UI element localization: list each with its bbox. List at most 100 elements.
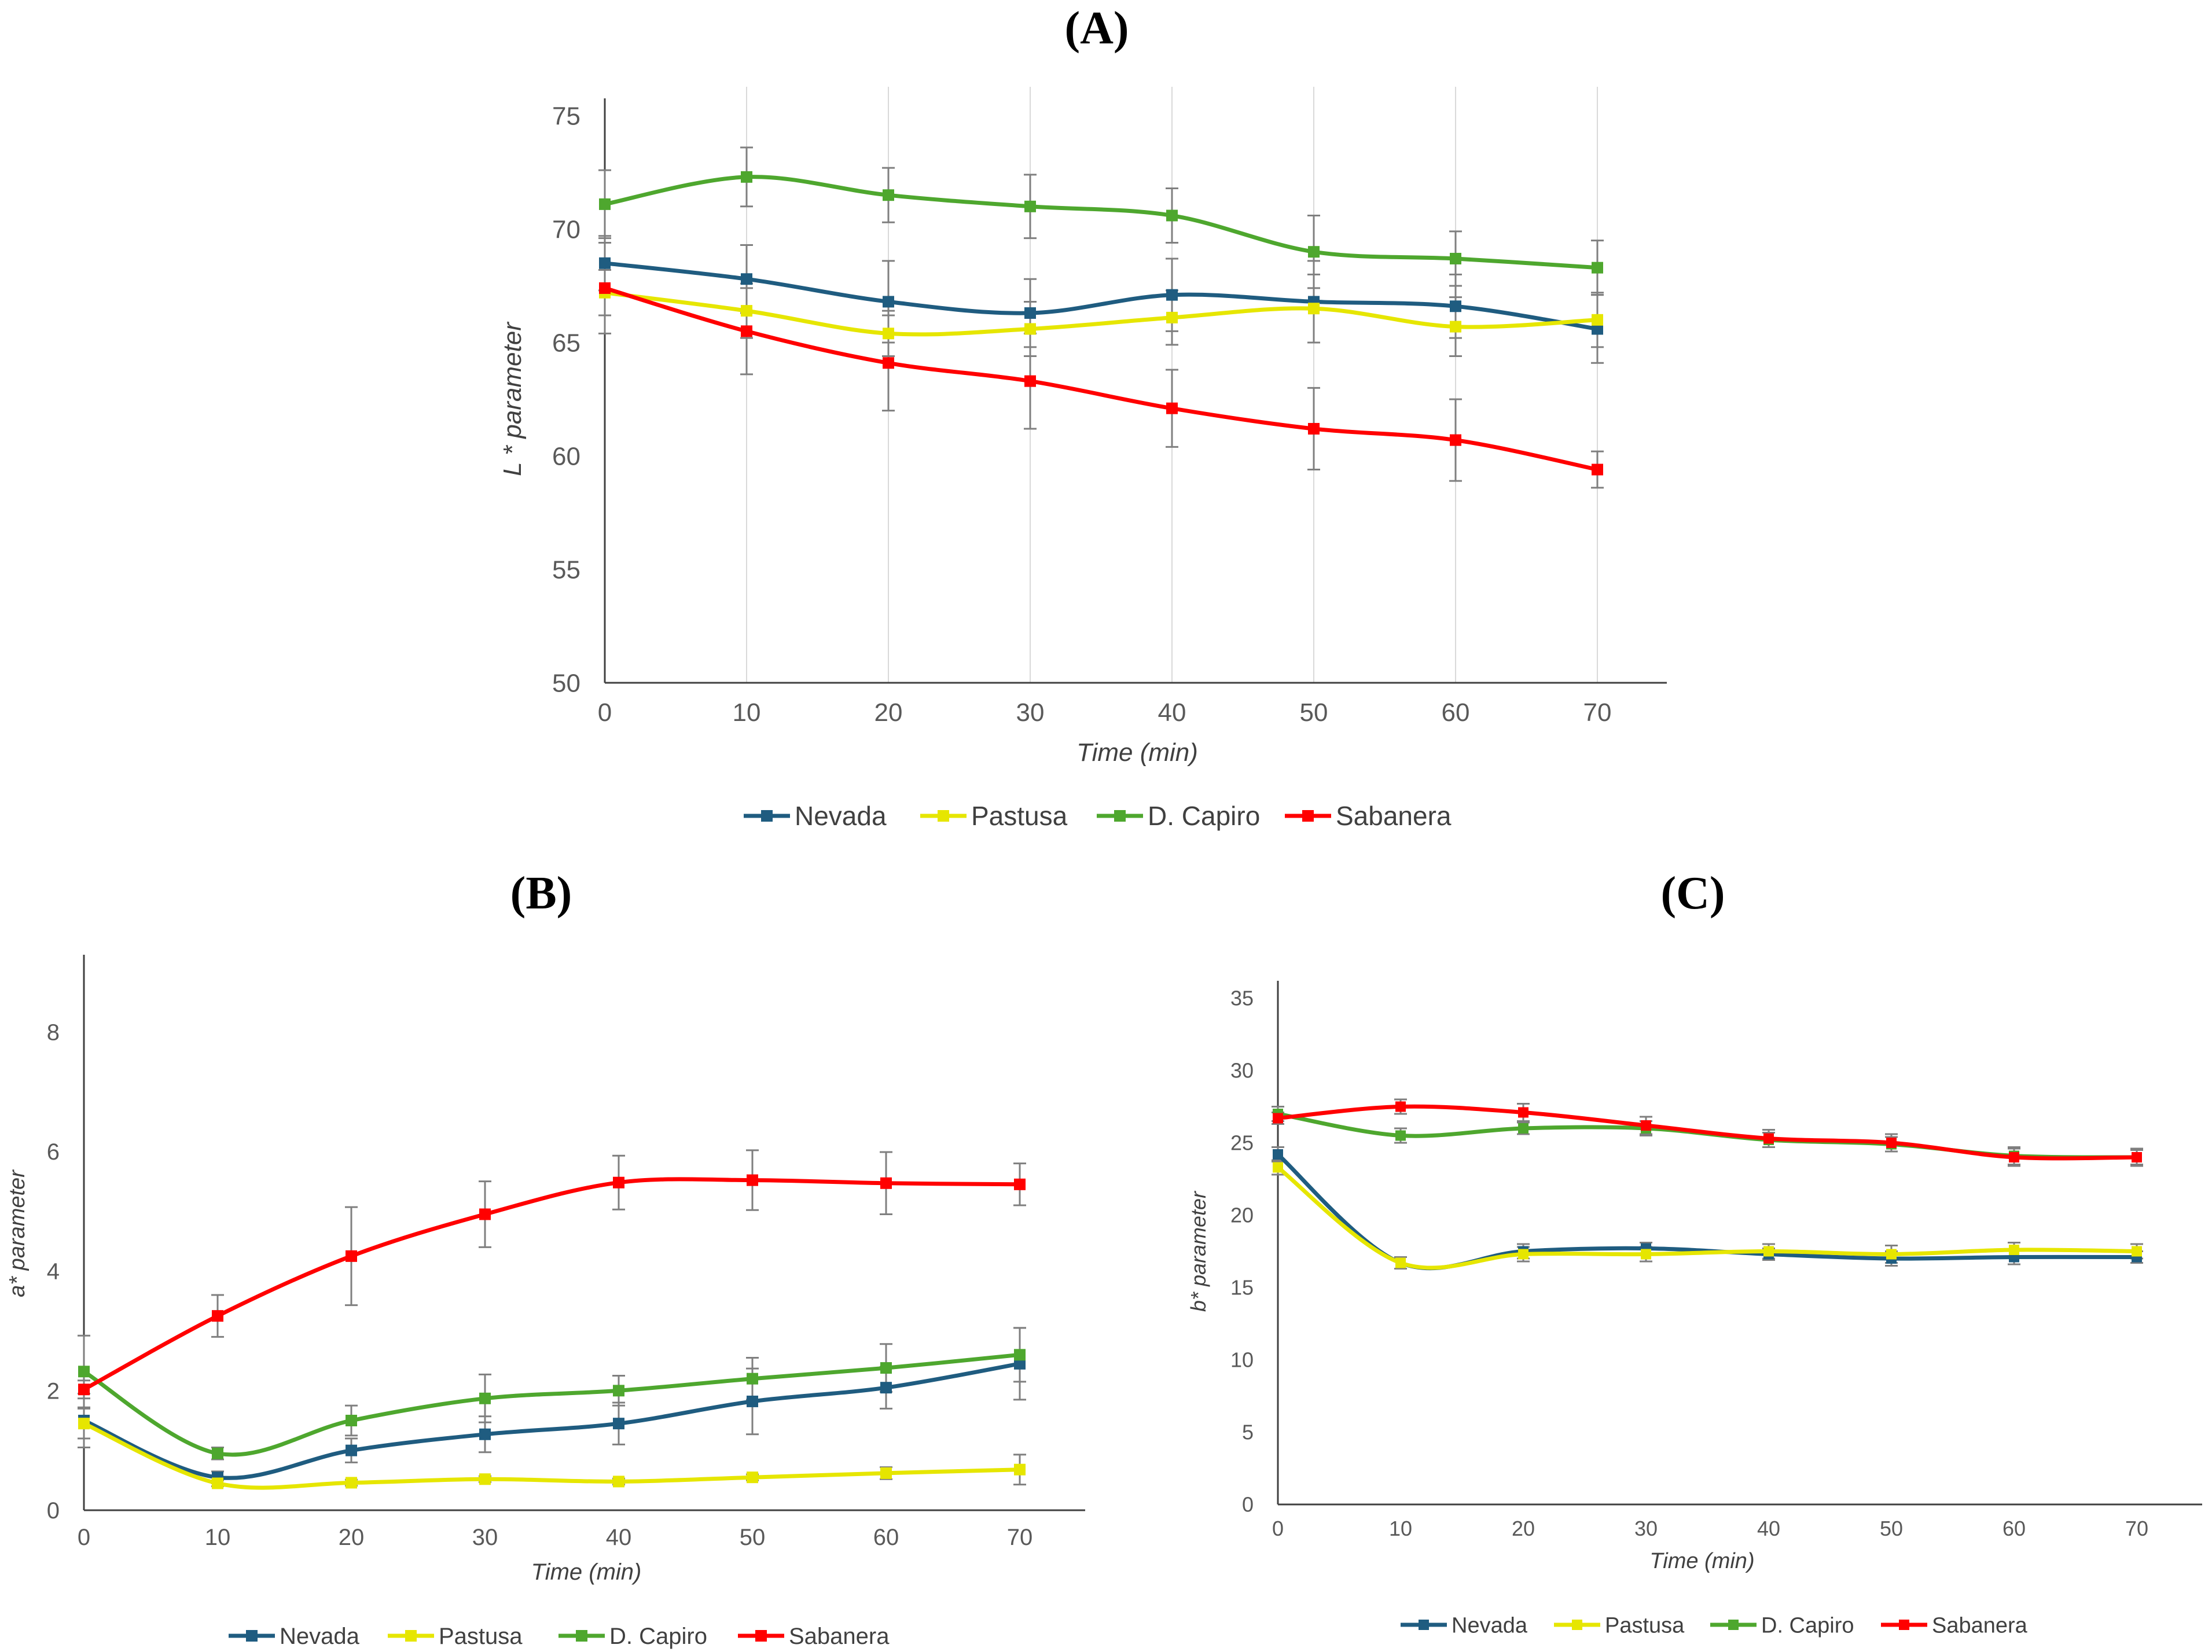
legend-label: Nevada xyxy=(795,801,887,831)
data-point-Sabanera xyxy=(1641,1120,1651,1131)
legend-label: D. Capiro xyxy=(1761,1613,1854,1638)
data-point-Nevada xyxy=(1014,1357,1026,1370)
legend-label: Pastusa xyxy=(1605,1613,1685,1638)
x-tick-label: 10 xyxy=(205,1525,231,1550)
data-point-Pastusa xyxy=(1395,1257,1406,1268)
y-tick-label: 15 xyxy=(1230,1276,1254,1300)
data-point-D. Capiro xyxy=(212,1447,223,1459)
x-tick-label: 20 xyxy=(874,698,903,727)
x-tick-label: 10 xyxy=(733,698,761,727)
x-tick-label: 50 xyxy=(1300,698,1328,727)
y-tick-label: 20 xyxy=(1230,1204,1254,1227)
data-point-D. Capiro xyxy=(1450,252,1461,264)
data-point-Sabanera xyxy=(747,1174,758,1186)
y-tick-label: 75 xyxy=(552,102,580,130)
data-point-Pastusa xyxy=(1166,311,1178,323)
legend-marker xyxy=(755,1630,767,1642)
data-point-D. Capiro xyxy=(747,1373,758,1385)
y-tick-label: 2 xyxy=(47,1378,60,1404)
data-point-Sabanera xyxy=(1024,375,1036,387)
x-tick-label: 0 xyxy=(1272,1517,1284,1540)
legend-marker xyxy=(1572,1620,1582,1630)
data-point-Sabanera xyxy=(741,325,752,337)
data-point-Pastusa xyxy=(1886,1249,1897,1260)
x-axis-title: Time (min) xyxy=(1076,738,1198,767)
data-point-Sabanera xyxy=(1166,402,1178,414)
data-point-Pastusa xyxy=(212,1477,223,1489)
chart-panel-1: (B) 0 2 4 6 8 0 10 20 30 40 50 60 70 a* parameter Time … xyxy=(5,868,1085,1649)
data-point-Sabanera xyxy=(1308,422,1320,435)
legend-marker xyxy=(1419,1620,1429,1630)
y-tick-label: 0 xyxy=(1242,1493,1254,1517)
x-tick-label: 0 xyxy=(598,698,612,727)
data-point-D. Capiro xyxy=(1518,1123,1528,1134)
y-tick-label: 10 xyxy=(1230,1348,1254,1372)
x-tick-label: 50 xyxy=(1880,1517,1903,1540)
legend-label: Sabanera xyxy=(1932,1613,2028,1638)
legend-label: Pastusa xyxy=(439,1624,523,1649)
data-point-Sabanera xyxy=(883,357,894,369)
data-point-Nevada xyxy=(599,257,611,269)
series-line-Nevada xyxy=(602,261,1600,331)
panel-label: (B) xyxy=(510,868,572,919)
data-point-Pastusa xyxy=(1763,1246,1774,1257)
x-tick-label: 0 xyxy=(78,1525,90,1550)
series-line-Nevada xyxy=(82,1362,1022,1480)
data-point-D. Capiro xyxy=(1308,246,1320,258)
legend-marker xyxy=(761,810,773,822)
legend-label: D. Capiro xyxy=(609,1624,707,1649)
data-point-Nevada xyxy=(346,1444,357,1456)
data-point-Pastusa xyxy=(747,1471,758,1484)
data-point-Pastusa xyxy=(1024,323,1036,335)
x-axis-title: Time (min) xyxy=(531,1559,642,1585)
data-point-D. Capiro xyxy=(1166,209,1178,222)
data-point-Sabanera xyxy=(212,1310,223,1322)
data-point-Nevada xyxy=(1024,307,1036,319)
data-point-Pastusa xyxy=(346,1477,357,1489)
data-point-Sabanera xyxy=(1763,1133,1774,1144)
x-tick-label: 70 xyxy=(1583,698,1612,727)
series-line-Sabanera xyxy=(1276,1104,2139,1161)
x-tick-label: 20 xyxy=(1512,1517,1535,1540)
panel-label: (C) xyxy=(1660,868,1725,919)
data-point-Sabanera xyxy=(599,282,611,294)
series-line-Sabanera xyxy=(82,1177,1022,1392)
y-tick-label: 4 xyxy=(47,1259,60,1285)
data-point-Nevada xyxy=(747,1395,758,1407)
x-tick-label: 40 xyxy=(1158,698,1186,727)
legend-marker xyxy=(938,810,949,822)
data-point-Nevada xyxy=(883,296,894,308)
series-line-D. Capiro xyxy=(1276,1112,2139,1160)
data-point-D. Capiro xyxy=(880,1362,892,1374)
x-tick-label: 20 xyxy=(339,1525,365,1550)
legend-label: Nevada xyxy=(1452,1613,1528,1638)
x-tick-label: 30 xyxy=(472,1525,498,1550)
data-point-Sabanera xyxy=(346,1250,357,1262)
data-point-Nevada xyxy=(741,273,752,285)
data-point-Pastusa xyxy=(1014,1463,1026,1476)
y-tick-label: 30 xyxy=(1230,1059,1254,1083)
series-line-D. Capiro xyxy=(82,1352,1022,1457)
data-point-Sabanera xyxy=(1886,1138,1897,1148)
data-point-Nevada xyxy=(1592,323,1603,335)
x-tick-label: 40 xyxy=(1757,1517,1780,1540)
x-axis-title: Time (min) xyxy=(1649,1549,1754,1573)
data-point-Nevada xyxy=(613,1418,624,1430)
data-point-D. Capiro xyxy=(346,1415,357,1426)
legend-label: D. Capiro xyxy=(1148,801,1260,831)
panel-label: (A) xyxy=(1064,3,1129,54)
legend-marker xyxy=(405,1630,417,1642)
legend-marker xyxy=(1114,810,1126,822)
data-point-Sabanera xyxy=(2009,1152,2019,1162)
y-axis-title: L * parameter xyxy=(498,321,527,476)
data-point-Pastusa xyxy=(1518,1249,1528,1260)
x-tick-label: 70 xyxy=(2125,1517,2148,1540)
series-line-Pastusa xyxy=(602,290,1600,337)
y-axis-title: a* parameter xyxy=(5,1169,30,1297)
data-point-Pastusa xyxy=(78,1418,90,1430)
y-tick-label: 35 xyxy=(1230,987,1254,1010)
y-tick-label: 55 xyxy=(552,555,580,584)
data-point-D. Capiro xyxy=(479,1392,491,1404)
data-point-Pastusa xyxy=(741,305,752,317)
data-point-Nevada xyxy=(1166,289,1178,301)
